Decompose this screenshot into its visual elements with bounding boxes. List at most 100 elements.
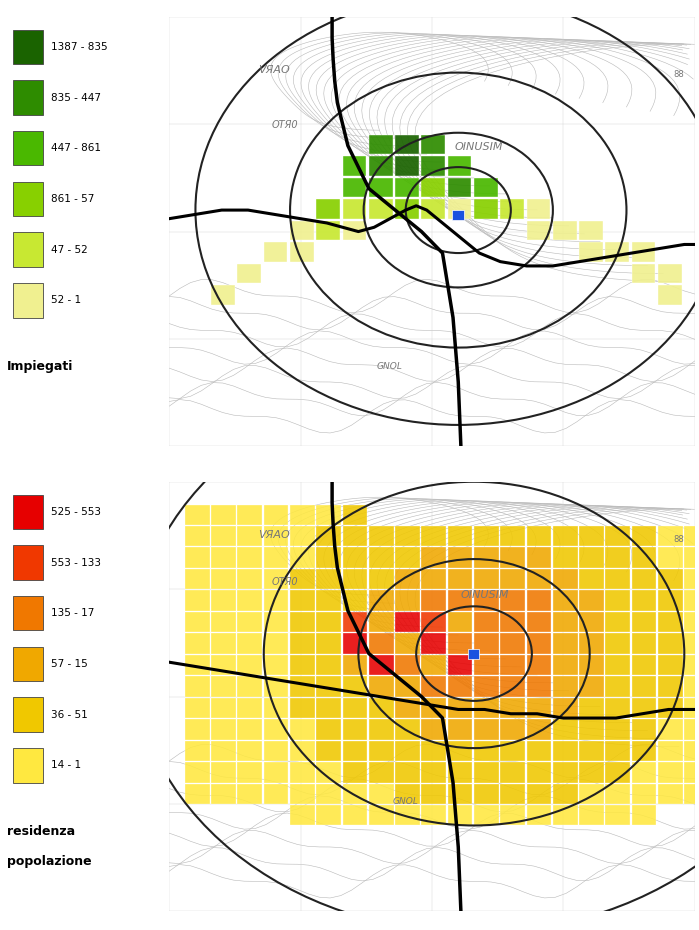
Bar — [13, 232, 43, 267]
Bar — [474, 698, 499, 718]
Bar — [13, 283, 43, 317]
Bar — [605, 676, 630, 697]
Bar — [238, 526, 262, 546]
Bar — [553, 698, 577, 718]
Bar — [553, 763, 577, 782]
Bar — [185, 741, 210, 761]
Bar — [369, 784, 394, 804]
Bar — [369, 178, 393, 197]
Bar — [13, 698, 43, 732]
Bar — [526, 805, 552, 826]
Bar — [684, 784, 699, 804]
Bar — [579, 612, 604, 632]
Bar — [369, 135, 393, 154]
Text: OINUSIМ: OINUSIМ — [461, 590, 509, 600]
Bar — [211, 676, 236, 697]
Bar — [264, 504, 289, 525]
Bar — [343, 741, 368, 761]
Bar — [658, 612, 683, 632]
Bar — [343, 199, 366, 219]
Bar — [185, 504, 210, 525]
Bar — [343, 156, 366, 176]
Bar — [13, 131, 43, 166]
Bar — [317, 655, 341, 675]
Bar — [264, 655, 289, 675]
Bar — [211, 719, 236, 739]
Bar — [579, 243, 603, 261]
Bar — [632, 698, 656, 718]
Bar — [290, 504, 315, 525]
Bar — [605, 655, 630, 675]
Bar — [369, 548, 394, 567]
Bar — [448, 805, 473, 826]
Bar — [553, 655, 577, 675]
Bar — [579, 784, 604, 804]
Bar — [579, 698, 604, 718]
Bar — [211, 504, 236, 525]
Bar — [185, 612, 210, 632]
Bar — [421, 741, 446, 761]
Bar — [579, 526, 604, 546]
Bar — [238, 676, 262, 697]
Bar — [526, 676, 552, 697]
Bar — [500, 199, 524, 219]
Bar — [526, 526, 552, 546]
Bar — [526, 784, 552, 804]
Bar — [658, 698, 683, 718]
Bar — [632, 264, 656, 283]
Bar — [452, 210, 463, 219]
Bar — [369, 633, 394, 654]
Bar — [238, 719, 262, 739]
Bar — [290, 763, 315, 782]
Bar — [553, 784, 577, 804]
Bar — [343, 655, 368, 675]
Bar — [448, 763, 473, 782]
Bar — [290, 784, 315, 804]
Bar — [605, 569, 630, 590]
Bar — [211, 286, 235, 305]
Bar — [238, 504, 262, 525]
Bar — [632, 719, 656, 739]
Bar — [553, 526, 577, 546]
Bar — [395, 569, 420, 590]
Bar — [185, 784, 210, 804]
Bar — [317, 741, 341, 761]
Bar — [13, 596, 43, 631]
Bar — [185, 763, 210, 782]
Bar — [474, 805, 499, 826]
Text: 88: 88 — [674, 70, 684, 79]
Bar — [395, 548, 420, 567]
Text: 835 - 447: 835 - 447 — [51, 92, 101, 102]
Text: 52 - 1: 52 - 1 — [51, 296, 81, 305]
Text: 36 - 51: 36 - 51 — [51, 710, 87, 720]
Bar — [658, 763, 683, 782]
Bar — [343, 719, 368, 739]
Bar — [395, 591, 420, 611]
Bar — [605, 526, 630, 546]
Bar — [13, 646, 43, 681]
Bar — [500, 526, 525, 546]
Bar — [579, 741, 604, 761]
Bar — [500, 719, 525, 739]
Bar — [553, 569, 577, 590]
Bar — [500, 676, 525, 697]
Bar — [395, 526, 420, 546]
Bar — [317, 805, 341, 826]
Bar — [684, 719, 699, 739]
Bar — [211, 741, 236, 761]
Bar — [448, 156, 471, 176]
Bar — [290, 591, 315, 611]
Text: residenza: residenza — [6, 825, 75, 838]
Bar — [238, 698, 262, 718]
Bar — [395, 763, 420, 782]
Bar — [238, 763, 262, 782]
Bar — [264, 612, 289, 632]
Text: VЯAO: VЯAO — [259, 64, 290, 74]
Bar — [421, 156, 445, 176]
Bar — [474, 199, 498, 219]
Bar — [553, 633, 577, 654]
Text: GNOL: GNOL — [393, 797, 419, 806]
Bar — [632, 526, 656, 546]
Bar — [211, 698, 236, 718]
Bar — [526, 719, 552, 739]
